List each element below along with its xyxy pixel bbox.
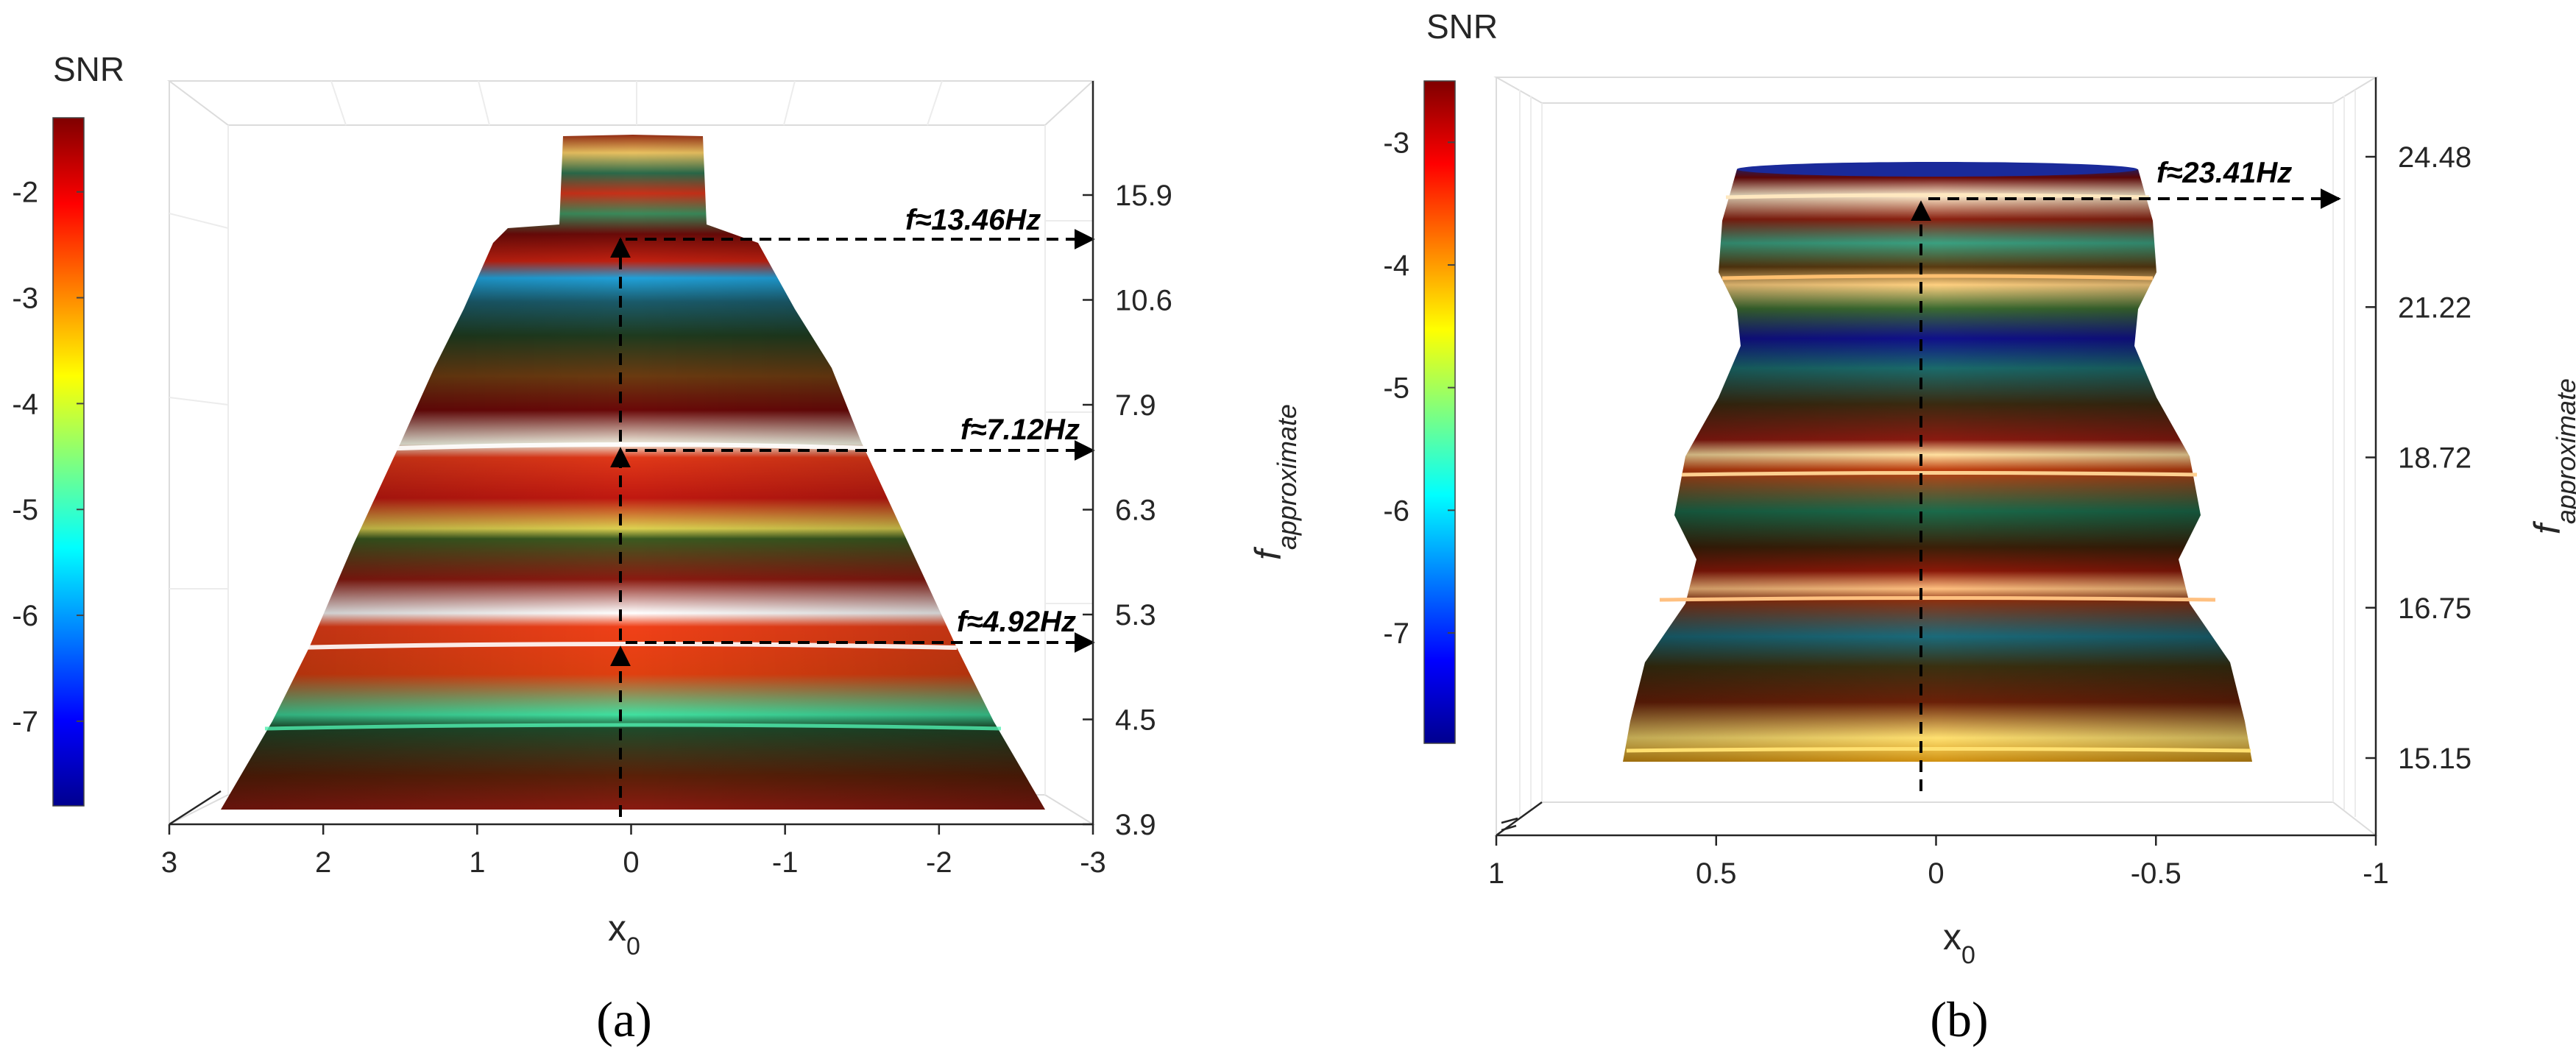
annotation-b-1: f≈23.41Hz (2156, 157, 2292, 189)
panel-a-surface (221, 135, 1045, 810)
colorbar-tick-label: -6 (1383, 495, 1409, 527)
colorbar-title-b: SNR (1426, 7, 1498, 46)
annotation-a-2: f≈7.12Hz (960, 414, 1080, 446)
colorbar-tick-label: -7 (12, 706, 38, 738)
annotation-a-3: f≈4.92Hz (957, 606, 1076, 638)
y-axis-label-a: fapproximate (1248, 404, 1302, 560)
panel-a-colorbar: SNR -2 -3 -4 -5 -6 -7 (12, 50, 124, 807)
colorbar-tick-label: -3 (12, 283, 38, 315)
x-tick-label: 1 (1488, 857, 1504, 890)
x-tick-label: 0.5 (1696, 857, 1737, 890)
colorbar-title-a: SNR (53, 50, 124, 88)
colorbar-tick-label: -4 (1383, 249, 1409, 282)
panel-b-guides (1911, 188, 2341, 791)
x-axis-label-a: x0 (608, 907, 640, 960)
x-tick-label: -0.5 (2131, 857, 2182, 890)
colorbar-tick-label: -4 (12, 388, 38, 420)
colorbar-tick-label: -6 (12, 600, 38, 632)
panel-label-a: (a) (596, 991, 651, 1047)
y-tick-label: 21.22 (2398, 291, 2471, 324)
colorbar-tick-label: -5 (1383, 372, 1409, 405)
x-tick-label: -1 (772, 846, 799, 879)
y-tick-label: 3.9 (1115, 809, 1156, 841)
panel-label-b: (b) (1930, 991, 1988, 1047)
y-tick-label: 24.48 (2398, 141, 2471, 174)
x-axis-label-b: x0 (1943, 916, 1975, 969)
y-tick-label: 10.6 (1115, 285, 1172, 317)
x-tick-label: -1 (2363, 857, 2389, 890)
colorbar-tick-label: -7 (1383, 617, 1409, 650)
panel-a: f≈13.46Hz f≈7.12Hz f≈4.92Hz 3 2 1 0 -1 -2 -3 x… (12, 50, 1301, 1047)
panel-a-guides (610, 229, 1095, 817)
x-tick-label: 0 (623, 846, 639, 879)
y-tick-label: 18.72 (2398, 442, 2471, 475)
y-tick-label: 4.5 (1115, 704, 1156, 737)
y-tick-label: 15.9 (1115, 180, 1172, 212)
panel-b-surface (1623, 162, 2252, 762)
panel-a-y-axis: 3.9 4.5 5.3 6.3 7.9 10.6 15.9 fapproximate (1083, 81, 1302, 841)
panel-b-y-axis: 15.15 16.75 18.72 21.22 24.48 fapproximate (2366, 77, 2576, 835)
x-tick-label: -3 (1080, 846, 1106, 879)
x-tick-label: -2 (926, 846, 952, 879)
x-tick-label: 0 (1928, 857, 1944, 890)
y-tick-label: 16.75 (2398, 592, 2471, 625)
panel-b: f≈23.41Hz 1 0.5 0 -0.5 -1 x0 15.15 16.75 18.72… (1383, 7, 2576, 1047)
panel-b-colorbar: SNR -3 -4 -5 -6 -7 (1383, 7, 1498, 744)
x-tick-label: 3 (161, 846, 177, 879)
annotation-a-1: f≈13.46Hz (905, 204, 1041, 236)
panel-a-x-axis: 3 2 1 0 -1 -2 -3 x0 (161, 790, 1106, 960)
x-tick-label: 2 (315, 846, 331, 879)
y-tick-label: 7.9 (1115, 389, 1156, 422)
colorbar-tick-label: -2 (12, 177, 38, 209)
panel-b-x-axis: 1 0.5 0 -0.5 -1 x0 (1488, 801, 2389, 969)
y-axis-label-b: fapproximate (2527, 378, 2576, 534)
y-tick-label: 5.3 (1115, 599, 1156, 631)
colorbar-tick-label: -3 (1383, 127, 1409, 159)
y-tick-label: 6.3 (1115, 495, 1156, 527)
y-tick-label: 15.15 (2398, 743, 2471, 775)
x-tick-label: 1 (469, 846, 485, 879)
colorbar-tick-label: -5 (12, 494, 38, 526)
